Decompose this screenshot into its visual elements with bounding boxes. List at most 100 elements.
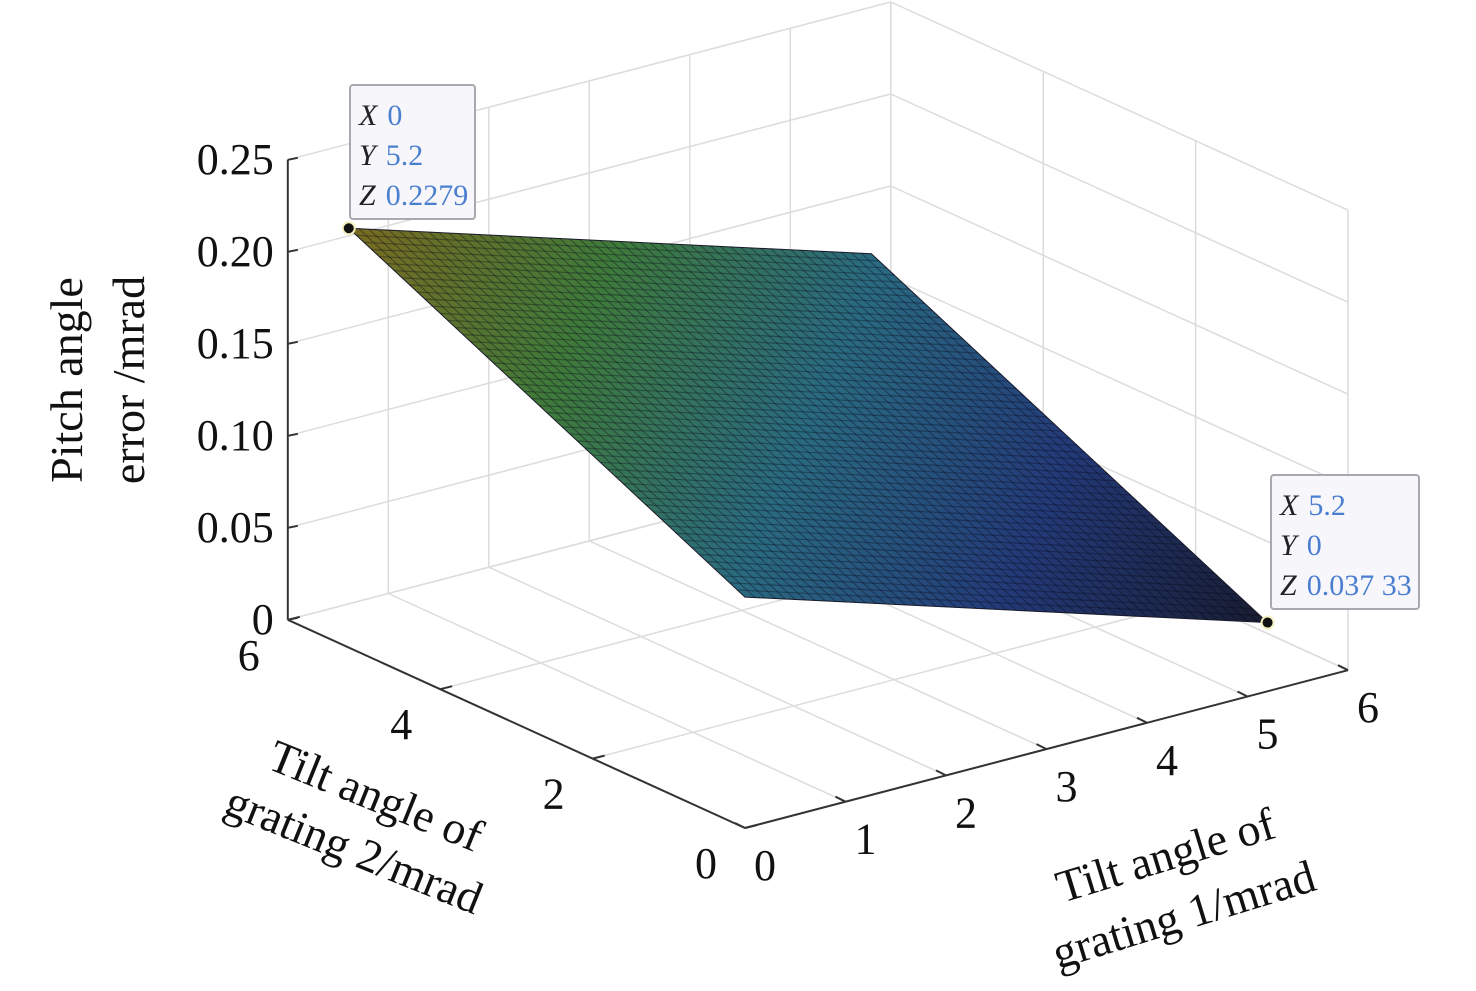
surface-mesh-line (700, 244, 1098, 615)
surface-mesh-line (562, 426, 1085, 453)
surface-mesh-line (432, 305, 956, 333)
surface-mesh-line (740, 246, 1138, 617)
surface-mesh-line (516, 383, 1040, 411)
surface-mesh-line (860, 252, 1258, 623)
z-tick-mark (287, 340, 298, 345)
x-tick-label: 5 (1257, 710, 1279, 759)
surface-mesh-line (645, 504, 1169, 531)
datatip-x-value: 0 (387, 99, 403, 132)
x-tick-label: 0 (754, 841, 776, 890)
surface-mesh-line (485, 355, 1009, 383)
datatip-y-value: 0 (1306, 529, 1322, 562)
y-tick-mark (287, 615, 301, 621)
surface-mesh-line (669, 243, 1068, 614)
datatip-marker (1260, 615, 1275, 630)
surface-mesh-line (737, 589, 1261, 617)
y-tick-label: 6 (238, 631, 260, 680)
y-tick-label: 4 (390, 700, 412, 749)
datatip-z-value: 0.2279 (385, 179, 469, 212)
gridline-z (890, 277, 1349, 487)
surface-mesh-line (531, 397, 1055, 425)
surface-mesh-line (720, 245, 1118, 616)
gridline-z (890, 185, 1349, 395)
surface-mesh-line (592, 454, 1116, 482)
gridline-z (890, 93, 1349, 303)
surface-mesh-line (371, 248, 895, 276)
surface-mesh-line (559, 238, 957, 608)
surface-mesh-line (615, 475, 1139, 503)
datatip-y-key: Y (1280, 529, 1297, 562)
surface-mesh-line (722, 575, 1245, 602)
surface-mesh-line (729, 582, 1253, 610)
datatip-x-key: X (359, 99, 378, 132)
gridline-x (488, 566, 947, 777)
surface-mesh-line (539, 404, 1062, 432)
surface-mesh-line (639, 242, 1037, 612)
x-tick-mark (1237, 690, 1248, 698)
surface-mesh-line (447, 319, 971, 347)
surface-mesh-line (398, 230, 796, 600)
surface-mesh-line (508, 376, 1032, 404)
x-tick-mark (734, 822, 746, 829)
surface-mesh-line (386, 263, 910, 290)
surface-mesh-line (468, 233, 867, 604)
surface-mesh-line (607, 468, 1131, 496)
surface-mesh-line (760, 247, 1158, 618)
z-tick-mark (287, 432, 298, 437)
surface-mesh-line (623, 482, 1146, 510)
y-axis-line (287, 618, 746, 829)
surface-mesh-line (577, 440, 1100, 468)
x-tick-label: 4 (1156, 736, 1178, 785)
z-tick-label: 0.25 (197, 135, 274, 184)
surface-mesh-line (402, 277, 925, 305)
surface-mesh-line (638, 497, 1161, 524)
surface-mesh-line (388, 229, 786, 600)
gridline-x (387, 592, 846, 803)
surface-mesh-line (790, 249, 1188, 620)
datatip-y-key: Y (359, 139, 376, 172)
z-tick-mark (287, 248, 298, 253)
surface-mesh-line (409, 284, 933, 312)
datatip-x-key: X (1280, 489, 1299, 522)
y-axis-label: Tilt angle ofgrating 2/mrad (218, 721, 511, 924)
surface-mesh-line (463, 334, 986, 361)
y-tick-mark (592, 754, 605, 760)
surface-mesh-line (690, 244, 1088, 615)
x-tick-label: 3 (1056, 762, 1078, 811)
y-tick-mark (744, 824, 758, 829)
surface-mesh-line (840, 251, 1238, 622)
x-tick-mark (935, 769, 947, 777)
z-axis-label-line: Pitch angle (41, 277, 92, 483)
datatip-z-key: Z (1280, 569, 1297, 602)
surface-mesh-line (714, 568, 1238, 595)
surface-mesh-line (589, 239, 987, 610)
surface-patch (347, 227, 1269, 624)
x-tick-mark (1337, 664, 1349, 672)
surface-mesh-line (569, 238, 967, 609)
surface-mesh-line (478, 348, 1001, 375)
datatip-z-key: Z (359, 179, 376, 212)
z-tick-mark (287, 156, 298, 161)
surface-mesh-line (418, 231, 816, 601)
surface-mesh-line (770, 248, 1168, 619)
gridline-y (592, 600, 1196, 760)
z-axis-label: Pitch angle error /mrad (41, 276, 154, 484)
x-tick-mark (835, 795, 846, 803)
surface-mesh-line (493, 362, 1017, 390)
surface-mesh-line (710, 245, 1108, 616)
surface-mesh-line (661, 518, 1184, 546)
surface-mesh-line (780, 248, 1178, 619)
gridline-x (588, 540, 1047, 750)
z-tick-label: 0.20 (197, 227, 274, 276)
surface-mesh-line (428, 231, 826, 602)
z-tick-label: 0.15 (197, 319, 274, 368)
surface-mesh-line (549, 237, 947, 608)
surface-mesh-line (600, 461, 1123, 489)
z-tick-label: 0.10 (197, 411, 274, 460)
surface-mesh-line (458, 233, 856, 603)
z-tick-mark (287, 524, 298, 529)
